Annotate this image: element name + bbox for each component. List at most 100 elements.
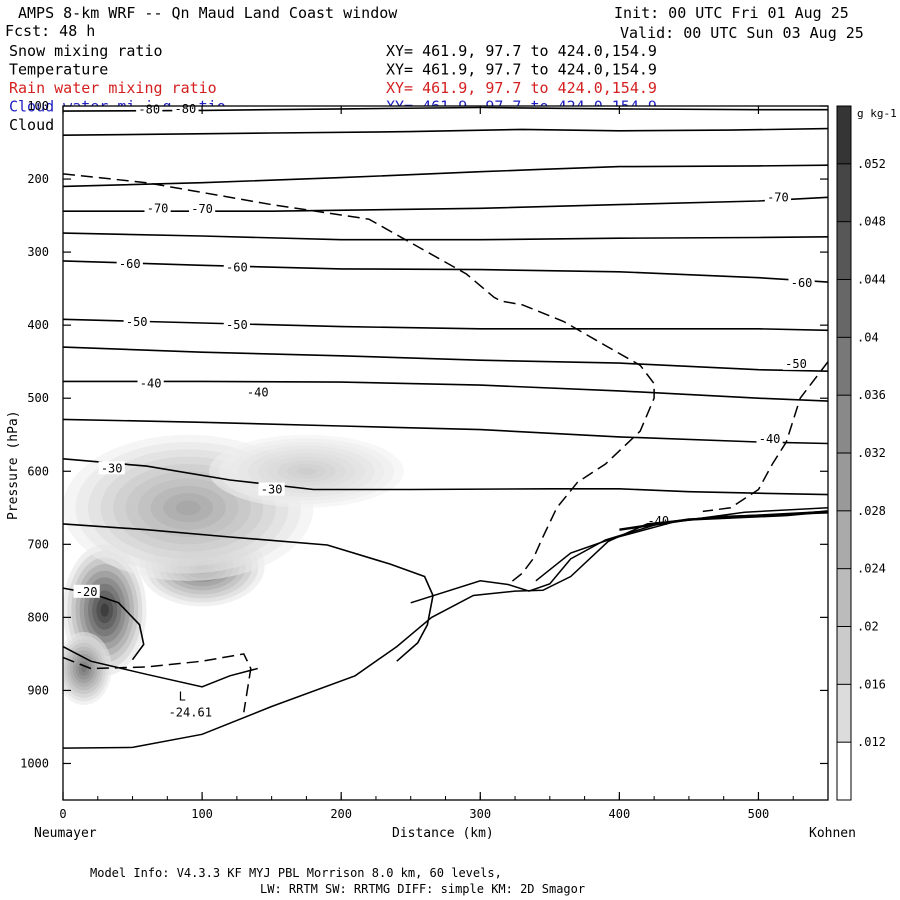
colorbar-band <box>837 163 851 222</box>
contour-label: -60 <box>119 257 141 271</box>
y-tick-label: 900 <box>27 683 49 697</box>
valid-time: Valid: 00 UTC Sun 03 Aug 25 <box>620 24 864 42</box>
contour-label: -30 <box>101 461 123 475</box>
contour-label: -20 <box>76 585 98 599</box>
rain-dashed-line <box>63 653 252 713</box>
colorbar-tick-label: .032 <box>857 446 886 460</box>
isotherm-line <box>63 164 828 188</box>
snow-blob <box>296 467 317 475</box>
isotherm-line <box>63 380 828 402</box>
x-tick-label: 0 <box>59 807 66 821</box>
surface-line <box>535 507 828 582</box>
colorbar-tick-label: .044 <box>857 273 886 287</box>
isotherm-line <box>63 232 828 241</box>
colorbar: .012 .016 .02 .024 .028 .032 .036 .04 .044 .048 .0… <box>836 105 897 801</box>
y-tick-label: 300 <box>27 245 49 259</box>
colorbar-tick-label: .016 <box>857 677 886 691</box>
contour-label: -50 <box>785 357 807 371</box>
colorbar-band <box>837 337 851 396</box>
x-tick-label: 500 <box>748 807 770 821</box>
contour-label-bg <box>172 101 199 115</box>
y-tick-label: 100 <box>27 99 49 113</box>
y-tick-label: 800 <box>27 610 49 624</box>
rain-dashed-line <box>702 361 828 513</box>
contour-label-bg <box>137 376 164 390</box>
field-label: Snow mixing ratio <box>9 42 163 60</box>
contour-label: -60 <box>791 276 813 290</box>
contour-label-bg <box>116 256 143 270</box>
colorbar-band <box>837 742 851 800</box>
colorbar-band <box>837 626 851 685</box>
field-label: Rain water mixing ratio <box>9 79 217 97</box>
isotherm-line <box>63 346 828 372</box>
colorbar-tick-label: .028 <box>857 504 886 518</box>
ice-contour <box>619 510 828 531</box>
contour-label-bg <box>188 202 216 216</box>
left-end-label: Neumayer <box>34 826 97 841</box>
rain-dashed-line <box>63 173 655 586</box>
contour-label-bg <box>788 275 815 289</box>
snow-blob <box>100 603 109 617</box>
contour-label-bg <box>223 318 250 332</box>
field-xy: XY= 461.9, 97.7 to 424.0,154.9 <box>386 61 657 79</box>
model-info-line2: LW: RRTM SW: RRTMG DIFF: simple KM: 2D S… <box>260 882 585 896</box>
colorbar-unit: g kg-1 <box>857 107 897 120</box>
contour-label: -70 <box>147 201 169 215</box>
y-tick-label: 600 <box>27 464 49 478</box>
contour-label-bg <box>98 461 125 475</box>
isotherm-line <box>63 523 434 662</box>
model-info-line1: Model Info: V4.3.3 KF MYJ PBL Morrison 8… <box>90 866 502 880</box>
contour-label-bg <box>73 584 100 598</box>
isotherm-line <box>63 127 828 136</box>
contour-label-bg <box>223 260 250 274</box>
init-time: Init: 00 UTC Fri 01 Aug 25 <box>614 4 849 22</box>
contour-label: -40 <box>140 377 162 391</box>
right-end-label: Kohnen <box>809 826 856 841</box>
x-axis-label: Distance (km) <box>392 826 494 841</box>
field-xy: XY= 461.9, 97.7 to 424.0,154.9 <box>386 79 657 97</box>
colorbar-tick-label: .048 <box>857 215 886 229</box>
colorbar-band <box>837 106 851 164</box>
low-marker-letter: L <box>179 690 186 704</box>
isotherm-line <box>63 318 828 332</box>
y-tick-label: 1000 <box>20 756 49 770</box>
field-label: Temperature <box>9 61 108 79</box>
field-xy: XY= 461.9, 97.7 to 424.0,154.9 <box>386 42 657 60</box>
colorbar-tick-label: .036 <box>857 388 886 402</box>
x-tick-label: 400 <box>609 807 631 821</box>
y-tick-label: 700 <box>27 537 49 551</box>
contour-label-bg <box>764 190 792 204</box>
isotherm-line <box>63 458 828 496</box>
colorbar-tick-label: .012 <box>857 735 886 749</box>
x-tick-label: 100 <box>191 807 213 821</box>
cold-pool-line <box>63 645 258 688</box>
contour-label: -40 <box>759 432 781 446</box>
contour-label: -50 <box>226 318 248 332</box>
y-tick-label: 200 <box>27 172 49 186</box>
contour-label: -80 <box>175 102 197 116</box>
contour-label: -30 <box>261 483 283 497</box>
contour-label-bg <box>782 356 810 370</box>
isotherm-line <box>63 260 828 283</box>
contour-label: -80 <box>138 103 160 117</box>
contour-label: -40 <box>247 385 269 399</box>
y-tick-label: 400 <box>27 318 49 332</box>
colorbar-band <box>837 684 851 743</box>
axes: 0 100 200 300 400 500 100 200 300 400 500 600 700 800… <box>20 99 829 821</box>
colorbar-band <box>837 453 851 511</box>
ice-contour-label: -40 <box>647 514 669 528</box>
contour-label-bg <box>144 201 171 215</box>
colorbar-band <box>837 221 851 280</box>
y-tick-label: 500 <box>27 391 49 405</box>
chart-title: AMPS 8-km WRF -- Qn Maud Land Coast wind… <box>18 4 398 22</box>
contour-label-bg <box>123 315 150 329</box>
contour-label: -70 <box>767 190 789 204</box>
contour-label: -70 <box>191 202 213 216</box>
x-tick-label: 300 <box>469 807 491 821</box>
contour-label: -60 <box>226 260 248 274</box>
colorbar-tick-label: .024 <box>857 562 886 576</box>
contour-label-bg <box>258 482 285 496</box>
contour-label-bg <box>244 385 271 399</box>
contour-label-bg <box>756 432 783 446</box>
